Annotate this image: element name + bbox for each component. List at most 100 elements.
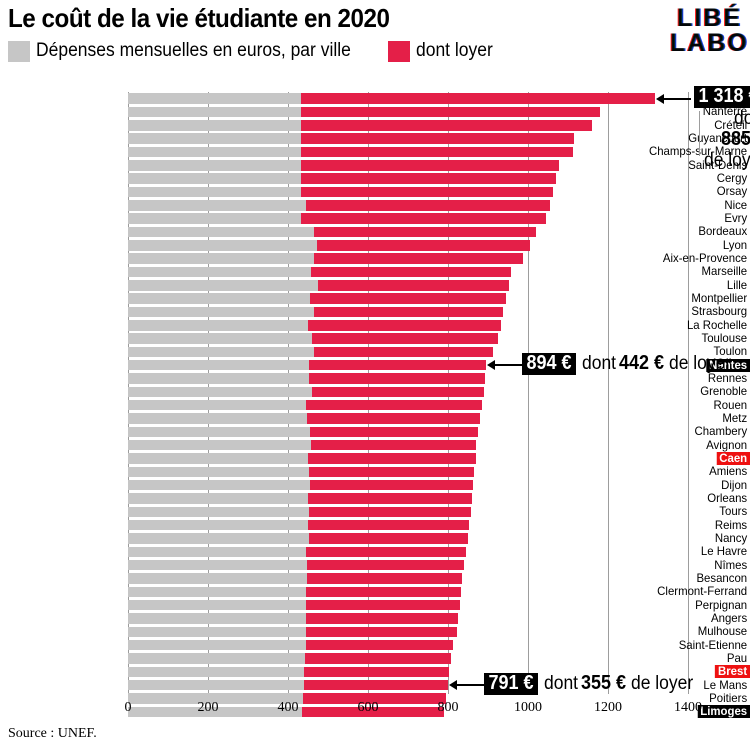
gridline-1200 — [608, 92, 609, 694]
row-label-text: Evry — [724, 210, 748, 225]
row-label-chambery: Chambery — [628, 425, 750, 438]
bar-total — [128, 693, 446, 704]
row-label-text: Orsay — [716, 184, 748, 199]
grey-swatch-icon — [8, 40, 30, 62]
legend-label-loyer: dont loyer — [416, 40, 493, 61]
row-label-text: Nanterre — [702, 104, 748, 119]
row-label-text: Marseille — [701, 264, 748, 279]
bar-rent — [308, 320, 501, 331]
callout-suffix-line: de loyer — [691, 150, 750, 171]
x-tick-400: 400 — [277, 700, 299, 715]
bar-rent — [308, 533, 468, 544]
bar-total — [128, 506, 472, 518]
row-label-perpignan: Perpignan — [628, 598, 750, 612]
callout-arrow-line — [663, 97, 692, 100]
callout-rent: 355 € — [580, 672, 626, 695]
legend-label-depenses: Dépenses mensuelles en euros, par ville — [36, 40, 351, 61]
row-label-tours: Tours — [628, 505, 750, 518]
row-label-text: Tours — [719, 504, 748, 519]
row-label-text: Metz — [722, 410, 748, 425]
row-label-orsay: Orsay — [628, 185, 750, 198]
row-label-amiens: Amiens — [628, 465, 750, 478]
row-label-text: Toulon — [713, 344, 748, 359]
row-label-bordeaux: Bordeaux — [628, 225, 750, 238]
chart-row: Créteil — [0, 117, 750, 132]
row-label-limoges: Limoges — [628, 705, 750, 719]
x-tick-1200: 1200 — [594, 700, 622, 715]
bar-rent — [313, 253, 524, 264]
row-label-besancon: Besancon — [628, 571, 750, 585]
row-label-pau: Pau — [628, 651, 750, 665]
row-label-text: Angers — [711, 610, 748, 625]
chart-row: Saint-Denis — [0, 158, 750, 172]
chart-row: Nancy — [0, 531, 750, 545]
chart-row: Orsay — [0, 185, 750, 198]
row-label-cergy: Cergy — [628, 170, 750, 185]
chart-row: Toulon — [0, 345, 750, 358]
row-label-text: Montpellier — [691, 290, 748, 305]
paris-callout: 1 318 €dont885 €de loyer — [691, 85, 750, 171]
bar-total — [128, 466, 475, 478]
bar-rent — [310, 293, 506, 304]
chart-row: Amiens — [0, 465, 750, 478]
chart-row: Avignon — [0, 437, 750, 452]
row-label-champs-sur-marne: Champs-sur-Marne — [628, 145, 750, 158]
row-label-text: Avignon — [706, 437, 748, 452]
logo-line-2-blue: LABO — [671, 29, 750, 57]
callout-suffix: de loyer — [703, 149, 750, 171]
logo-line-1-blue: LIBÉ — [678, 4, 743, 32]
chart-row: Grenoble — [0, 385, 750, 398]
callout-connector — [699, 110, 701, 156]
x-tick-1400: 1400 — [674, 700, 702, 715]
chart-row: Dijon — [0, 478, 750, 492]
row-label-text: Créteil — [714, 117, 748, 132]
chart-row: Clermont-Ferrand — [0, 585, 750, 598]
row-label-angers: Angers — [628, 610, 750, 625]
logo-line-1-red: LIBÉ — [676, 4, 741, 32]
chart-row: Metz — [0, 410, 750, 425]
bar-rent — [313, 306, 504, 318]
callout-conjunction: dont — [543, 673, 578, 695]
row-label-text: Chambery — [694, 424, 748, 439]
row-label-text: Orleans — [707, 490, 748, 505]
logo-line-2-green: LABO — [670, 29, 749, 57]
chart-row: La Rochelle — [0, 318, 750, 332]
bar-rent — [306, 599, 460, 611]
bar-rent — [308, 466, 475, 478]
row-label-text: Limoges — [697, 705, 750, 719]
callout-conjunction: dont — [734, 107, 750, 129]
row-label-text: Rouen — [713, 397, 748, 412]
row-label-text: Saint-Etienne — [678, 637, 748, 652]
bar-rent — [307, 493, 473, 504]
bar-chart: ParisNanterreCréteilGuyancourtChamps-sur… — [0, 85, 750, 719]
bar-total — [128, 386, 484, 398]
bar-total — [128, 439, 477, 451]
bar-total — [128, 546, 466, 558]
row-label-mulhouse: Mulhouse — [628, 625, 750, 638]
row-label-text: Cergy — [716, 170, 748, 185]
bar-rent — [306, 200, 551, 211]
bar-rent — [314, 226, 536, 238]
bar-rent — [301, 186, 553, 198]
callout-arrow-line — [455, 684, 484, 687]
row-label-guyancourt: Guyancourt — [628, 131, 750, 145]
row-label-text: Nîmes — [714, 557, 748, 572]
chart-row: Evry — [0, 210, 750, 225]
row-label-orleans: Orleans — [628, 490, 750, 505]
limoges-callout: 791 € dont 355 € de loyer — [483, 672, 699, 696]
chart-row: Champs-sur-Marne — [0, 145, 750, 158]
chart-row: Angers — [0, 610, 750, 625]
row-label-nantes: Nantes — [628, 358, 750, 372]
row-label-metz: Metz — [628, 410, 750, 425]
row-label-text: Strasbourg — [691, 304, 748, 319]
bar-rent — [310, 439, 477, 451]
bar-total — [128, 586, 461, 598]
callout-conjunction-line: dont — [691, 108, 750, 129]
callout-arrow-line — [493, 364, 522, 367]
row-label-text: Mulhouse — [697, 624, 748, 639]
row-label-lille: Lille — [628, 278, 750, 292]
source-note: Source : UNEF. — [8, 726, 97, 741]
chart-row: Poitiers — [0, 691, 750, 705]
bar-total — [128, 373, 486, 384]
bar-rent — [314, 346, 493, 358]
